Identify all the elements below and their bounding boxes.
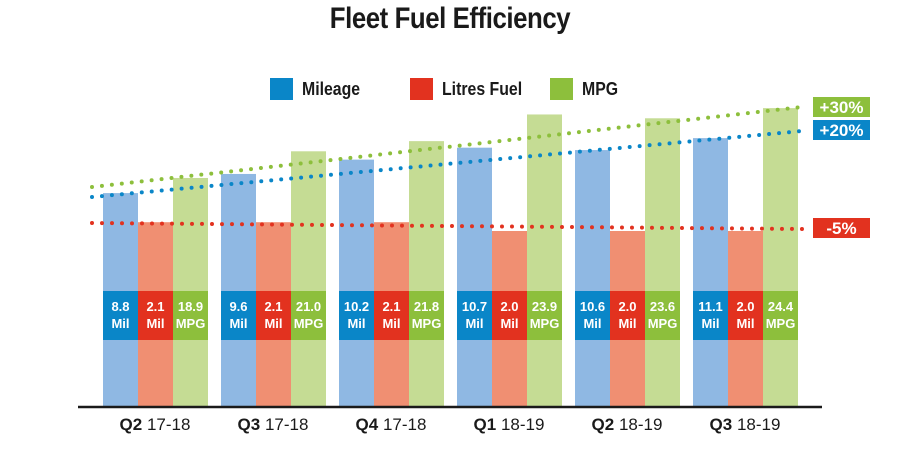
legend-label-mpg: MPG [582,78,619,99]
unit-label-mpg: MPG [412,316,442,331]
bar-mileage [339,159,374,407]
value-label-mileage: 10.7 [462,299,487,314]
value-label-mileage: 11.1 [698,299,723,314]
value-label-mpg: 18.9 [178,299,203,314]
trendline-litres-fuel [90,221,804,231]
unit-label-litres-fuel: Mil [264,316,282,331]
value-label-mpg: 23.9 [532,299,557,314]
value-box-mileage [103,291,138,340]
x-tick-label: Q3 17-18 [238,415,309,434]
bar-mpg [409,141,444,407]
x-tick-label: Q1 18-19 [474,415,545,434]
value-label-mileage: 10.6 [580,299,605,314]
trend-tag-label-mpg: +30% [820,98,864,117]
value-label-litres-fuel: 2.0 [736,299,754,314]
bar-mpg [645,118,680,407]
value-box-mileage [457,291,492,340]
legend-swatch-mpg [550,78,573,100]
bar-mileage [457,147,492,408]
legend-label-mileage: Mileage [302,78,361,99]
value-label-litres-fuel: 2.1 [382,299,400,314]
chart-title: Fleet Fuel Efficiency [329,2,571,35]
legend-item-mileage: Mileage [270,78,368,100]
value-label-litres-fuel: 2.0 [500,299,518,314]
legend-label-litres-fuel: Litres Fuel [442,78,523,99]
value-box-mpg [173,291,208,340]
value-label-mileage: 9.6 [229,299,247,314]
value-label-mpg: 24.4 [768,299,794,314]
value-box-mpg [291,291,326,340]
value-label-mpg: 23.6 [650,299,675,314]
value-label-mpg: 21.8 [414,299,439,314]
legend-item-mpg: MPG [550,78,623,100]
trend-tag-label-litres-fuel: -5% [826,219,856,238]
unit-label-mileage: Mil [347,316,365,331]
value-box-litres-fuel [728,291,763,340]
legend-swatch-mileage [270,78,293,100]
value-box-mpg [645,291,680,340]
unit-label-litres-fuel: Mil [618,316,636,331]
legend-item-litres-fuel: Litres Fuel [410,78,533,100]
unit-label-litres-fuel: Mil [500,316,518,331]
x-tick-label: Q2 18-19 [592,415,663,434]
trend-tag-mpg [813,97,870,117]
value-box-mpg [409,291,444,340]
unit-label-mileage: Mil [111,316,129,331]
value-box-litres-fuel [138,291,173,340]
unit-label-mpg: MPG [766,316,796,331]
bar-mpg [527,114,562,407]
x-tick-label: Q2 17-18 [120,415,191,434]
value-box-litres-fuel [256,291,291,340]
value-box-mileage [693,291,728,340]
bar-mileage [221,173,256,407]
trendline-mileage [90,129,804,199]
value-label-mileage: 8.8 [111,299,129,314]
value-box-mileage [575,291,610,340]
value-box-mileage [339,291,374,340]
unit-label-mpg: MPG [648,316,678,331]
x-tick-label: Q3 18-19 [710,415,781,434]
value-box-litres-fuel [374,291,409,340]
value-box-mpg [527,291,562,340]
unit-label-mileage: Mil [229,316,247,331]
trendline-mpg [90,105,804,189]
trend-tag-litres-fuel [813,218,870,238]
value-label-mileage: 10.2 [344,299,369,314]
value-box-mpg [763,291,798,340]
value-label-litres-fuel: 2.0 [618,299,636,314]
unit-label-mpg: MPG [294,316,324,331]
trend-tag-mileage [813,120,870,140]
unit-label-mpg: MPG [530,316,560,331]
unit-label-litres-fuel: Mil [736,316,754,331]
value-label-mpg: 21.0 [296,299,321,314]
trend-tag-label-mileage: +20% [820,121,864,140]
unit-label-mileage: Mil [465,316,483,331]
x-tick-label: Q4 17-18 [356,415,427,434]
unit-label-mileage: Mil [701,316,719,331]
value-box-litres-fuel [492,291,527,340]
value-box-mileage [221,291,256,340]
value-label-litres-fuel: 2.1 [264,299,282,314]
unit-label-mpg: MPG [176,316,206,331]
bar-mpg [291,151,326,407]
legend-swatch-litres-fuel [410,78,433,100]
value-label-litres-fuel: 2.1 [146,299,164,314]
bar-mileage [575,150,610,407]
unit-label-mileage: Mil [583,316,601,331]
unit-label-litres-fuel: Mil [146,316,164,331]
bar-mpg [763,108,798,408]
bar-mileage [693,138,728,408]
value-box-litres-fuel [610,291,645,340]
unit-label-litres-fuel: Mil [382,316,400,331]
